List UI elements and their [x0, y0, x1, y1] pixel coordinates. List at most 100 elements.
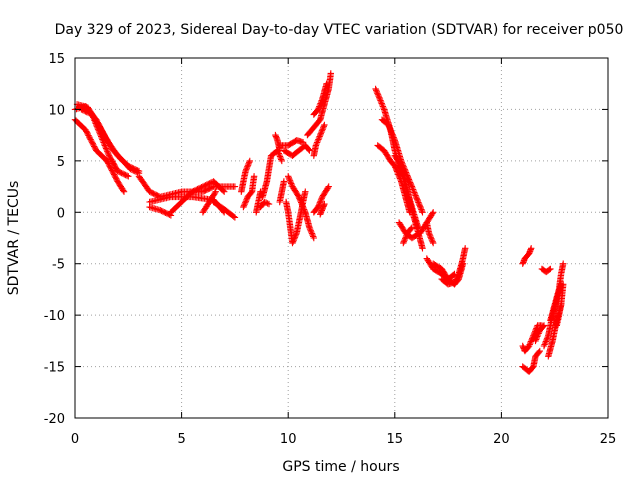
data-point	[244, 163, 251, 170]
data-point	[87, 136, 94, 143]
data-point	[394, 169, 401, 177]
data-point	[199, 183, 207, 190]
data-points	[71, 70, 567, 375]
data-point	[242, 199, 249, 206]
data-point	[315, 136, 322, 143]
data-point	[243, 165, 250, 172]
data-point	[105, 151, 112, 158]
data-point	[104, 149, 112, 156]
data-point	[418, 207, 426, 215]
data-point	[547, 265, 554, 273]
data-point	[318, 127, 326, 134]
data-point	[202, 182, 209, 189]
data-point	[100, 129, 107, 137]
data-point	[292, 232, 299, 239]
data-point	[102, 145, 110, 152]
x-tick-label: 0	[71, 432, 79, 447]
data-point	[393, 168, 401, 175]
data-point	[261, 198, 268, 206]
y-tick-label: 0	[57, 206, 65, 221]
data-point	[542, 338, 550, 345]
data-point	[451, 279, 458, 286]
data-point	[400, 239, 407, 247]
data-point	[543, 336, 550, 344]
data-point	[429, 210, 436, 217]
data-point	[374, 91, 382, 98]
data-point	[535, 330, 542, 337]
data-point	[88, 139, 96, 146]
y-tick-label: 15	[48, 52, 65, 67]
data-point	[379, 101, 386, 109]
data-point	[306, 147, 313, 154]
data-point	[243, 196, 250, 203]
plot-frame	[74, 57, 609, 419]
data-point	[321, 121, 328, 129]
data-point	[540, 322, 548, 329]
data-point	[242, 198, 250, 205]
data-point	[544, 334, 551, 341]
data-point	[286, 176, 293, 183]
data-point	[392, 164, 399, 171]
data-point	[385, 121, 392, 129]
data-point	[86, 135, 94, 142]
data-point	[104, 137, 112, 145]
data-point	[528, 245, 535, 252]
data-point	[412, 193, 420, 201]
data-point	[120, 188, 128, 195]
y-tick-label: 10	[48, 103, 65, 118]
data-point	[387, 127, 394, 134]
data-point	[211, 189, 219, 197]
data-point	[462, 245, 469, 252]
data-point	[127, 165, 134, 173]
x-tick-label: 5	[177, 432, 185, 447]
data-point	[415, 200, 423, 208]
data-point	[264, 200, 271, 207]
data-point	[408, 224, 416, 231]
data-point	[428, 237, 436, 244]
data-point	[528, 336, 535, 344]
data-point	[195, 185, 203, 192]
x-tick-label: 10	[280, 432, 297, 447]
data-point	[317, 98, 325, 106]
data-point	[309, 231, 316, 239]
data-point	[372, 85, 379, 93]
data-point	[83, 128, 90, 135]
data-point	[306, 224, 313, 231]
data-point	[296, 195, 303, 202]
data-point	[316, 101, 324, 109]
data-point	[376, 94, 383, 101]
y-tick-label: -15	[44, 361, 65, 376]
data-point	[531, 329, 538, 336]
data-point	[385, 123, 393, 130]
data-point	[409, 184, 416, 192]
data-point	[534, 331, 542, 339]
data-point	[546, 266, 553, 273]
data-point	[291, 235, 298, 242]
data-point	[89, 140, 96, 147]
data-point	[287, 179, 294, 186]
data-point	[426, 232, 434, 239]
data-point	[378, 100, 385, 107]
y-tick-label: -20	[44, 412, 65, 427]
data-point	[103, 146, 110, 153]
data-point	[288, 181, 296, 189]
x-tick-label: 25	[600, 432, 617, 447]
data-point	[318, 97, 325, 104]
data-point	[532, 336, 540, 343]
axis-ticks: 0 5 10 15 20 25 15 10 5 0 -5 -10 -15 -20	[44, 52, 617, 447]
data-point	[110, 170, 117, 177]
data-point	[194, 185, 201, 193]
data-point	[402, 235, 409, 242]
data-point	[388, 130, 396, 137]
data-point	[315, 104, 322, 112]
data-point	[454, 272, 462, 279]
data-point	[308, 228, 315, 236]
data-point	[317, 196, 325, 203]
data-point	[302, 188, 309, 195]
data-point	[90, 141, 97, 149]
data-point	[125, 173, 132, 180]
data-point	[113, 175, 120, 182]
data-point	[391, 135, 398, 143]
data-point	[85, 132, 92, 139]
data-point	[419, 245, 426, 252]
